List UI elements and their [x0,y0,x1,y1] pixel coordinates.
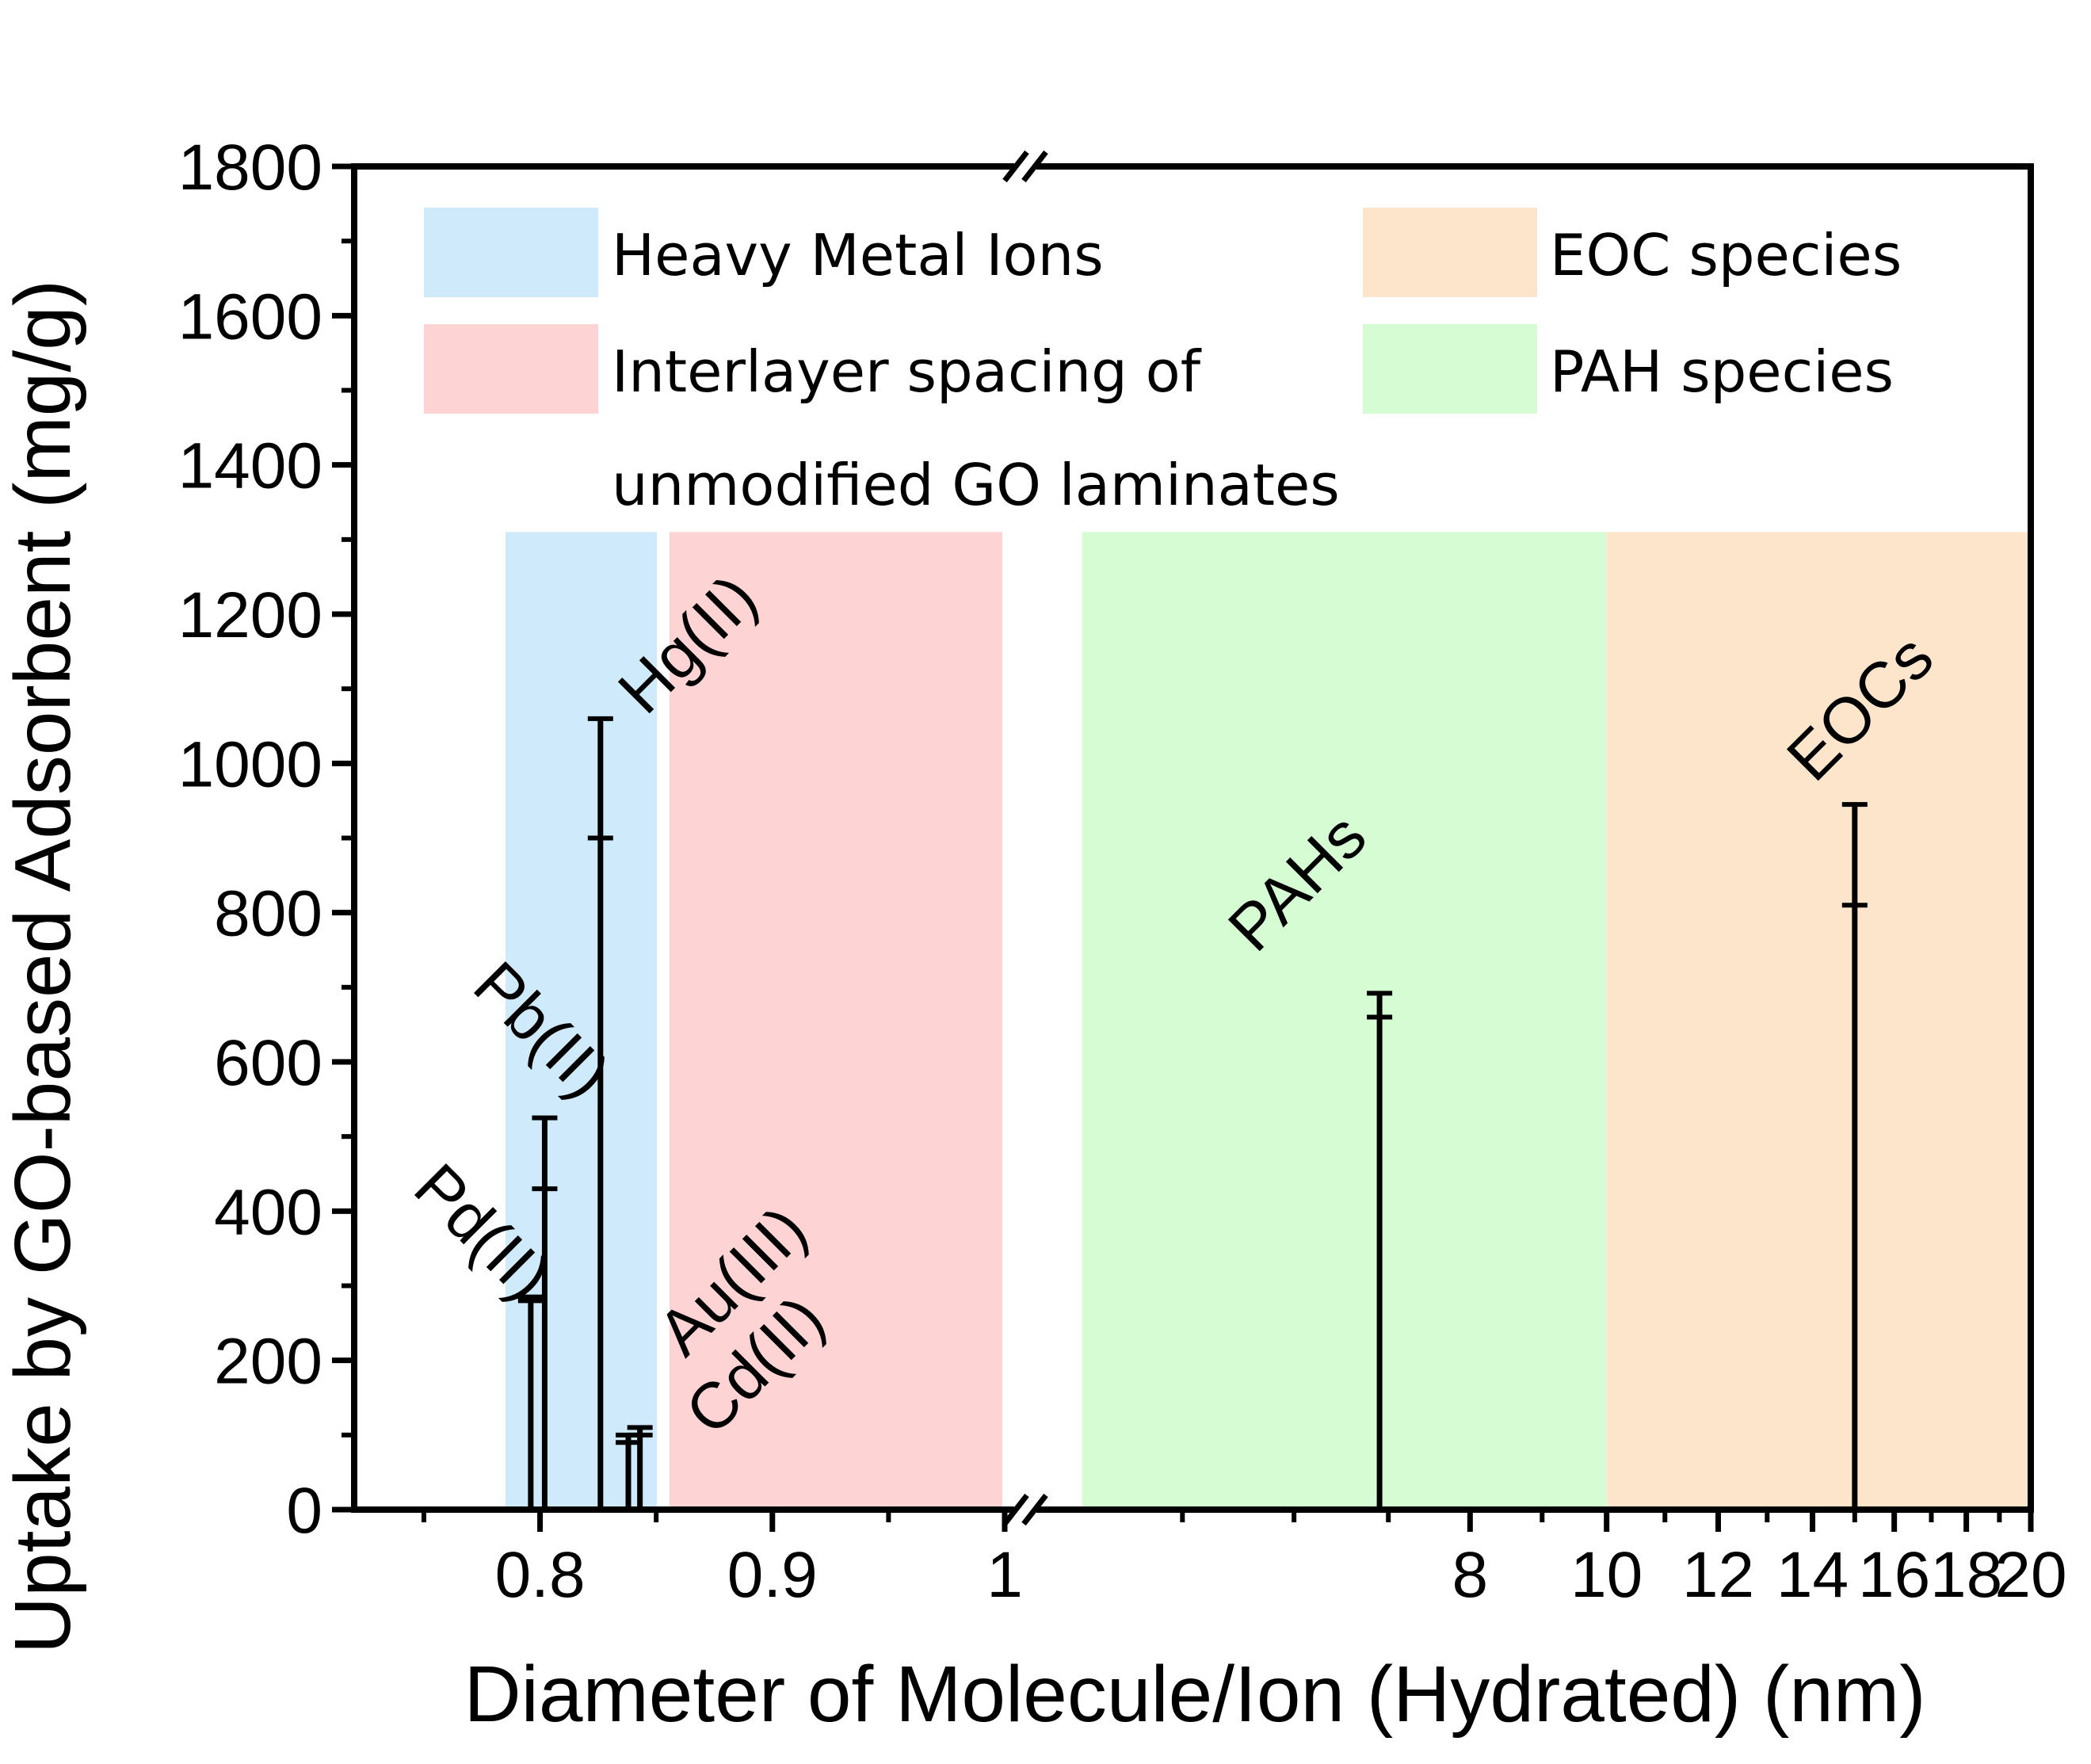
legend-label-pah: PAH species [1550,338,1894,405]
y-tick-label: 200 [214,1326,322,1398]
y-tick-label: 1000 [178,728,322,800]
y-tick-label: 1800 [178,132,322,204]
legend-swatch-eoc [1363,208,1537,297]
shaded-regions [506,532,2031,1510]
legend: Heavy Metal Ions EOC species Interlayer sp… [424,208,1902,518]
y-axis-title: Uptake by GO-based Adsorbent (mg/g) [0,280,87,1654]
legend-swatch-heavy [424,208,598,297]
axes: 0 200 400 600 800 1000 1200 1400 1600 1800 0.8 0.9 1… [178,132,2067,1611]
x-tick-label: 16 [1858,1539,1930,1611]
x-tick-label: 14 [1776,1539,1849,1611]
y-tick-label: 400 [214,1176,322,1248]
region-eoc [1606,532,2031,1510]
x-axis-break-mark [1021,1493,1048,1526]
region-pah [1082,532,1607,1510]
y-tick-label: 1600 [178,281,322,353]
x-tick-label: 0.9 [727,1539,818,1611]
data-series [517,716,1868,1510]
legend-label-heavy: Heavy Metal Ions [612,222,1104,288]
legend-swatch-interlayer [424,324,598,414]
legend-label-interlayer: Interlayer spacing of [612,338,1202,405]
bar-pahs [1367,991,1393,1510]
x-axis-break-mark [1002,1493,1029,1526]
x-tick-label: 12 [1682,1539,1754,1611]
x-tick-label: 20 [1994,1539,2066,1611]
top-axis-break-mark [1002,150,1029,183]
y-tick-label: 1400 [178,430,322,502]
legend-swatch-pah [1363,324,1537,414]
bar-pdii [517,1294,544,1510]
y-tick-label: 800 [214,878,322,950]
y-tick-label: 1200 [178,579,322,651]
x-tick-label: 0.8 [495,1539,586,1611]
y-tick-label: 600 [214,1027,322,1099]
x-tick-label: 1 [986,1539,1023,1611]
region-interlayer [670,532,1002,1510]
top-axis-break-mark [1021,150,1048,183]
bar-pbii [532,1115,558,1510]
x-tick-label: 18 [1930,1539,2002,1611]
legend-label-eoc: EOC species [1550,222,1902,288]
legend-label-interlayer-line2: unmodified GO laminates [612,452,1340,518]
x-tick-label: 8 [1452,1539,1489,1611]
bar-eocs [1841,802,1868,1510]
y-tick-label: 0 [286,1475,322,1547]
x-tick-label: 10 [1570,1539,1643,1611]
x-axis-title: Diameter of Molecule/Ion (Hydrated) (nm) [464,1650,1925,1739]
bar-cdii [627,1425,653,1510]
bar-hgii [587,716,613,1510]
